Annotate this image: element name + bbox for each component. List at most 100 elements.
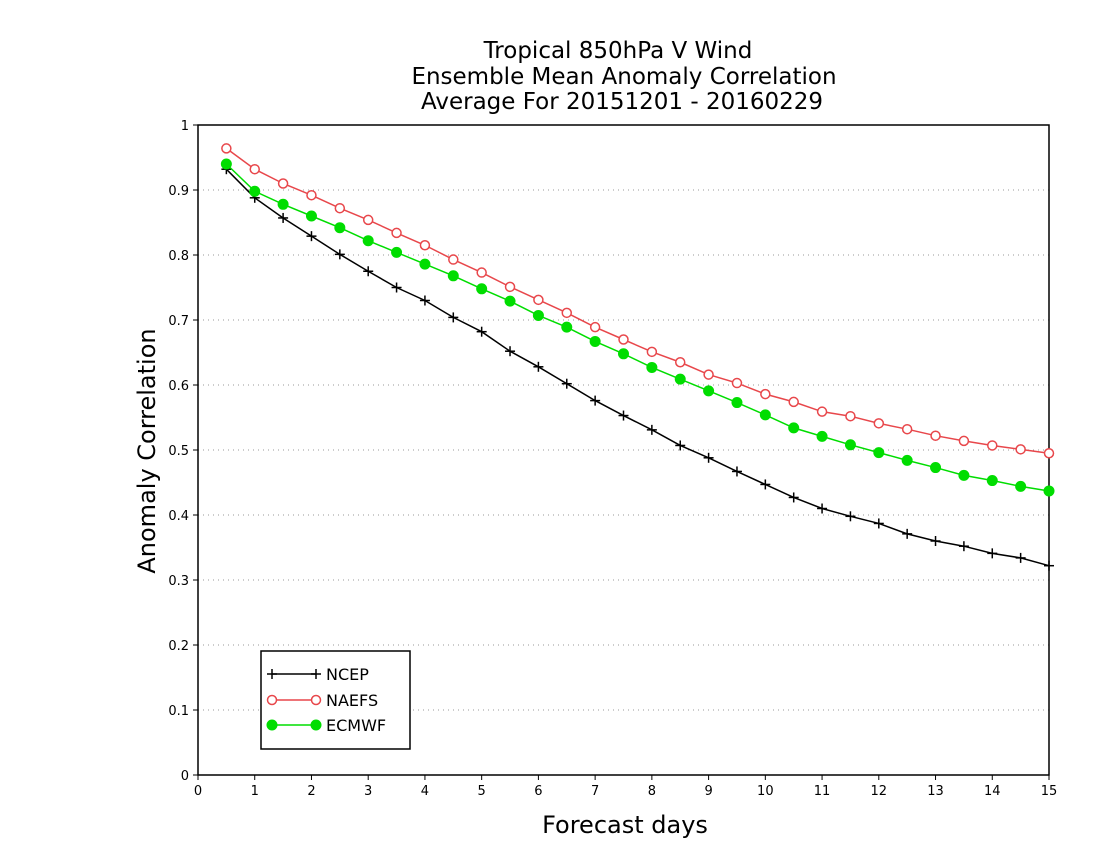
point-ncep-7 <box>419 295 430 306</box>
point-ecmwf-26 <box>958 469 970 481</box>
chart-title-line-1: Tropical 850hPa V Wind <box>483 38 753 64</box>
point-naefs-19 <box>760 388 771 400</box>
series-ncep <box>221 164 1054 571</box>
point-ncep-8 <box>448 312 459 323</box>
point-naefs-6 <box>391 227 402 239</box>
y-tick-label-10: 1 <box>181 119 189 134</box>
point-ncep-2 <box>278 212 289 223</box>
point-naefs-21 <box>816 406 828 417</box>
point-naefs-16 <box>674 357 686 368</box>
point-naefs-24 <box>901 423 913 435</box>
x-axis: 0 1 2 3 4 5 6 7 8 9 10 11 12 13 14 15 <box>194 775 1057 799</box>
point-ncep-10 <box>505 346 516 357</box>
point-naefs-29 <box>1043 448 1055 459</box>
point-naefs-15 <box>646 346 658 358</box>
x-tick-label-15: 15 <box>1041 784 1058 799</box>
point-ecmwf-18 <box>731 397 743 409</box>
point-ecmwf-15 <box>646 361 658 373</box>
point-ecmwf-13 <box>589 335 601 347</box>
point-ecmwf-5 <box>362 235 374 247</box>
point-ncep-21 <box>817 503 828 514</box>
point-ncep-24 <box>902 528 913 539</box>
x-tick-label-3: 3 <box>364 784 372 799</box>
legend-label-naefs: NAEFS <box>326 691 378 710</box>
point-ncep-16 <box>675 440 686 451</box>
point-ncep-17 <box>703 452 714 463</box>
x-tick-label-0: 0 <box>194 784 202 799</box>
point-ncep-5 <box>363 266 374 277</box>
point-ecmwf-21 <box>816 430 828 442</box>
legend-marker-naefs-right <box>310 694 322 706</box>
y-tick-label-1: 0.1 <box>168 704 189 719</box>
point-naefs-4 <box>334 202 346 214</box>
legend-marker-ecmwf-right <box>310 719 322 731</box>
y-tick-label-5: 0.5 <box>168 444 189 459</box>
point-ncep-3 <box>306 231 317 242</box>
point-naefs-5 <box>362 214 374 226</box>
point-naefs-28 <box>1015 444 1026 455</box>
point-ncep-22 <box>845 511 856 522</box>
point-ncep-13 <box>590 395 601 406</box>
point-ecmwf-10 <box>504 295 516 307</box>
point-ncep-12 <box>561 378 572 389</box>
point-ecmwf-29 <box>1043 485 1055 497</box>
point-naefs-17 <box>703 369 714 380</box>
point-naefs-18 <box>731 377 743 389</box>
point-ecmwf-3 <box>305 210 317 222</box>
legend-label-ncep: NCEP <box>326 665 369 684</box>
point-ncep-15 <box>646 424 657 435</box>
point-naefs-25 <box>930 430 941 441</box>
x-tick-label-5: 5 <box>478 784 486 799</box>
series-line-ncep <box>225 168 1050 567</box>
x-tick-label-1: 1 <box>251 784 259 799</box>
x-tick-label-4: 4 <box>421 784 429 799</box>
point-ncep-26 <box>958 541 969 552</box>
legend-label-ecmwf: ECMWF <box>326 716 386 735</box>
point-naefs-10 <box>504 281 516 293</box>
point-ecmwf-19 <box>759 409 771 421</box>
point-ncep-27 <box>987 548 998 559</box>
point-ecmwf-6 <box>391 246 403 258</box>
point-ecmwf-2 <box>277 198 289 210</box>
point-ecmwf-17 <box>703 385 715 397</box>
point-naefs-27 <box>987 440 998 451</box>
point-naefs-13 <box>589 321 601 333</box>
chart-title-line-3: Average For 20151201 - 20160229 <box>421 89 823 115</box>
point-ecmwf-11 <box>532 309 544 321</box>
point-ncep-23 <box>873 518 884 529</box>
x-tick-label-12: 12 <box>871 784 888 799</box>
legend-marker-ncep-right <box>311 669 321 679</box>
point-ncep-29 <box>1044 560 1054 571</box>
point-ncep-20 <box>788 492 799 503</box>
point-ecmwf-9 <box>476 283 488 295</box>
point-naefs-2 <box>277 178 289 189</box>
point-naefs-1 <box>249 163 260 175</box>
point-ncep-19 <box>760 479 771 490</box>
point-ncep-18 <box>731 466 742 477</box>
point-naefs-20 <box>788 396 799 408</box>
legend: NCEP NAEFS ECMWF <box>260 650 411 750</box>
point-naefs-22 <box>845 410 856 422</box>
point-ecmwf-24 <box>901 454 913 466</box>
point-ncep-28 <box>1015 552 1026 563</box>
y-axis: 0 0.1 0.2 0.3 0.4 0.5 0.6 0.7 0.8 0.9 1 <box>168 119 198 784</box>
point-ecmwf-12 <box>561 321 573 333</box>
point-ecmwf-16 <box>674 373 686 385</box>
legend-item-naefs: NAEFS <box>266 691 378 710</box>
point-naefs-9 <box>476 267 487 278</box>
y-tick-label-7: 0.7 <box>168 314 189 329</box>
point-ecmwf-22 <box>844 439 856 451</box>
point-ecmwf-28 <box>1015 480 1027 492</box>
point-naefs-12 <box>561 307 573 319</box>
legend-marker-ncep-left <box>267 669 277 679</box>
point-ncep-4 <box>334 249 345 260</box>
x-tick-label-6: 6 <box>534 784 542 799</box>
point-naefs-8 <box>448 254 459 265</box>
point-ncep-6 <box>391 282 402 293</box>
point-ecmwf-1 <box>249 185 261 197</box>
point-naefs-7 <box>419 240 431 251</box>
point-ecmwf-25 <box>930 462 942 474</box>
point-ecmwf-23 <box>873 447 885 459</box>
point-ncep-11 <box>533 361 544 372</box>
legend-item-ncep: NCEP <box>267 665 369 684</box>
